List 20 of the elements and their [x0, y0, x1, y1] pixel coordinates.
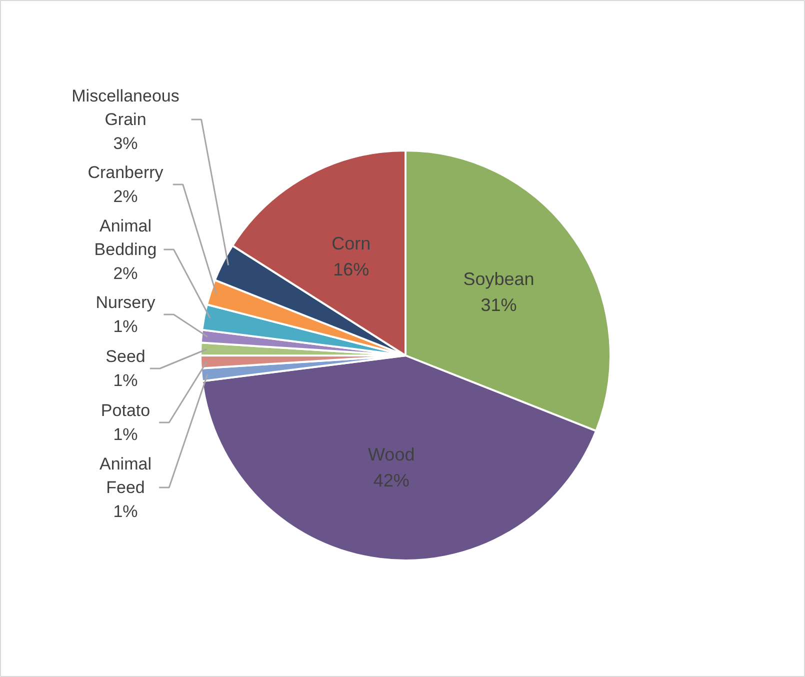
slice-label: Soybean [463, 269, 534, 290]
data-label: 1% [113, 502, 138, 521]
slice-label: Corn [332, 234, 371, 254]
data-label: 1% [113, 424, 138, 444]
data-label: 1% [113, 316, 138, 336]
slice-label: Animal Bedding [94, 216, 157, 259]
slice-label: Nursery [96, 293, 156, 312]
data-label: 1% [113, 370, 138, 390]
data-label: 2% [113, 264, 138, 283]
slice-label: Potato [100, 401, 150, 420]
data-label: 3% [113, 134, 138, 153]
data-label: 42% [373, 470, 410, 490]
slice-label: Animal Feed [100, 454, 152, 497]
slice-label: Cranberry [88, 163, 164, 182]
data-label: 31% [480, 295, 517, 316]
slice-label: Miscellaneous Grain [72, 86, 180, 129]
data-label: 16% [333, 260, 370, 280]
data-label: 2% [113, 186, 138, 206]
slice-label: Wood [368, 444, 415, 464]
slice-label: Seed [106, 347, 146, 366]
